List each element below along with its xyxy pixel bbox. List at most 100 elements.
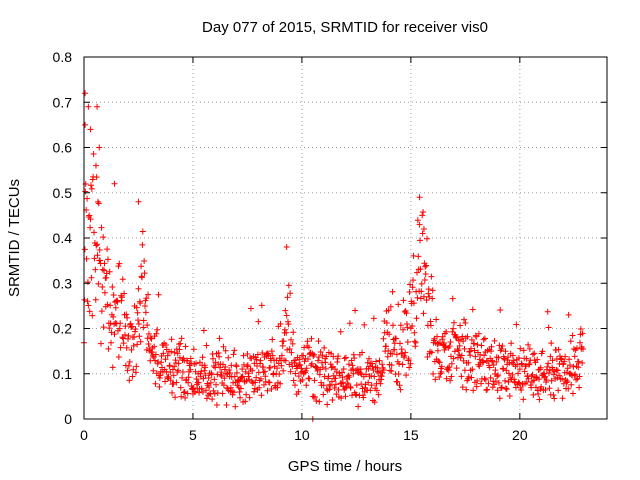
data-point [361, 321, 368, 328]
data-point [285, 282, 292, 289]
data-point [435, 358, 442, 365]
data-point [375, 391, 382, 398]
data-point [274, 365, 281, 372]
data-point [505, 378, 512, 385]
data-point [447, 377, 454, 384]
data-point [410, 300, 417, 307]
data-point [232, 403, 239, 410]
data-point [280, 338, 287, 345]
data-point [287, 368, 294, 375]
data-point [321, 344, 328, 351]
data-point [456, 351, 463, 358]
data-point [190, 384, 197, 391]
data-point [422, 270, 429, 277]
data-point [142, 303, 149, 310]
data-point [101, 260, 108, 267]
data-point [98, 224, 105, 231]
data-point [89, 312, 96, 319]
data-point [201, 367, 208, 374]
data-point [515, 379, 522, 386]
data-point [545, 360, 552, 367]
data-point [179, 368, 186, 375]
data-point [230, 389, 237, 396]
data-point [149, 352, 156, 359]
data-point [216, 353, 223, 360]
data-point [143, 295, 150, 302]
data-point [320, 391, 327, 398]
data-point [84, 298, 91, 305]
data-point [563, 379, 570, 386]
data-point [388, 368, 395, 375]
data-point [108, 339, 115, 346]
data-point [170, 380, 177, 387]
data-point [417, 266, 424, 273]
data-point [345, 361, 352, 368]
data-point [311, 351, 318, 358]
y-tick-label: 0.6 [53, 140, 73, 156]
data-point [211, 376, 218, 383]
data-point [462, 320, 469, 327]
data-point [551, 395, 558, 402]
data-point [465, 359, 472, 366]
data-point [464, 333, 471, 340]
data-point [359, 385, 366, 392]
data-point [195, 379, 202, 386]
data-point [135, 317, 142, 324]
data-point [417, 295, 424, 302]
data-point [119, 276, 126, 283]
data-point [315, 354, 322, 361]
data-point [404, 324, 411, 331]
data-point [190, 346, 197, 353]
data-point [456, 342, 463, 349]
data-point [187, 366, 194, 373]
data-point [87, 216, 94, 223]
data-point [429, 295, 436, 302]
data-point [136, 333, 143, 340]
data-point [446, 364, 453, 371]
data-point [303, 365, 310, 372]
data-point [548, 340, 555, 347]
data-point [355, 403, 362, 410]
data-point [502, 377, 509, 384]
data-point [138, 263, 145, 270]
data-point [563, 369, 570, 376]
data-point [397, 322, 404, 329]
data-point [96, 246, 103, 253]
data-point [547, 353, 554, 360]
data-point [446, 343, 453, 350]
y-tick-label: 0.4 [53, 230, 73, 246]
data-point [231, 373, 238, 380]
data-point [520, 396, 527, 403]
data-point [162, 378, 169, 385]
data-point [419, 212, 426, 219]
data-point [109, 284, 116, 291]
data-point [243, 377, 250, 384]
data-point [300, 352, 307, 359]
data-point [429, 287, 436, 294]
data-point [436, 374, 443, 381]
data-point [147, 334, 154, 341]
data-point [416, 221, 423, 228]
data-point [340, 365, 347, 372]
data-point [523, 379, 530, 386]
data-point [280, 367, 287, 374]
data-point [451, 319, 458, 326]
data-point [220, 382, 227, 389]
data-point [525, 375, 532, 382]
data-point [179, 374, 186, 381]
data-point [515, 370, 522, 377]
data-point [137, 300, 144, 307]
data-point [303, 382, 310, 389]
data-point [394, 378, 401, 385]
data-point [308, 335, 315, 342]
data-point [302, 367, 309, 374]
data-point [438, 363, 445, 370]
data-point [473, 333, 480, 340]
data-point [367, 387, 374, 394]
data-point [352, 307, 359, 314]
data-point [575, 358, 582, 365]
data-point [227, 384, 234, 391]
data-point [132, 369, 139, 376]
data-point [100, 234, 107, 241]
